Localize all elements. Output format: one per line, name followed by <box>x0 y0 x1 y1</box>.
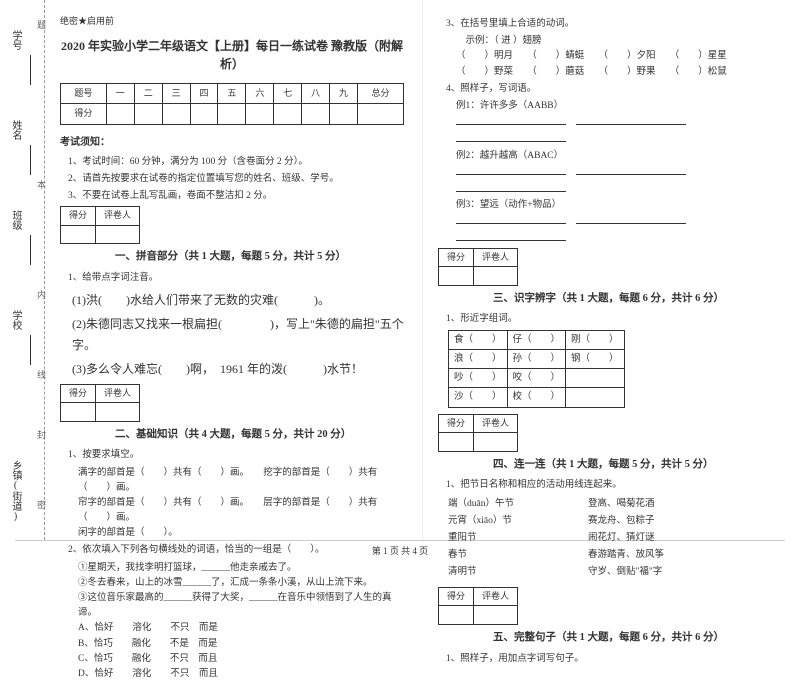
q-stem: 1、形近字组词。 <box>446 312 782 327</box>
notice-item: 1、考试时间：60 分钟，满分为 100 分（含卷面分 2 分）。 <box>68 155 404 170</box>
q4-stem: 4、照样子，写词语。 <box>446 82 782 97</box>
left-column: 绝密★启用前 2020 年实验小学二年级语文【上册】每日一练试卷 豫教版（附解析… <box>45 0 423 540</box>
notice-item: 2、请首先按要求在试卷的指定位置填写您的姓名、班级、学号。 <box>68 172 404 187</box>
q3-stem: 3、在括号里填上合适的动词。 <box>446 17 782 32</box>
side-char: 本 <box>35 180 48 189</box>
section-3-title: 三、识字辨字（共 1 大题，每题 6 分，共计 6 分） <box>438 291 782 307</box>
side-char: 题 <box>35 20 48 29</box>
score-table: 题号一二三四五六七八九总分 得分 <box>60 83 404 125</box>
exam-title: 2020 年实验小学二年级语文【上册】每日一练试卷 豫教版（附解析） <box>60 37 404 73</box>
q-stem: 1、按要求填空。 <box>68 448 404 463</box>
q-stem: 1、照样子，用加点字词写句子。 <box>446 652 782 667</box>
side-char: 内 <box>35 290 48 299</box>
q3-item: （ ）野菜 （ ）蘑菇 （ ）野果 （ ）松鼠 <box>456 65 782 80</box>
section-5-title: 五、完整句子（共 1 大题，每题 6 分，共计 6 分） <box>438 630 782 646</box>
section-2-title: 二、基础知识（共 4 大题，每题 5 分，共计 20 分） <box>60 427 404 443</box>
binding-margin: 题 学号 姓名 本 班级 内 学校 线 封 乡镇(街道) 密 <box>0 0 45 540</box>
margin-label-name: 姓名 <box>8 120 23 140</box>
scorer-box: 得分评卷人 <box>438 587 518 625</box>
margin-label-class: 班级 <box>8 210 23 230</box>
margin-label-school: 学校 <box>8 310 23 330</box>
right-column: 3、在括号里填上合适的动词。 示例：（ 进 ）翅膀 （ ）明月 （ ）蜻蜓 （ … <box>423 0 800 540</box>
option: C、恰巧 融化 不只 而且 <box>78 652 404 667</box>
q4-ex: 例1：许许多多（AABB） <box>456 99 782 114</box>
q1-stem: 1、给带点字词注音。 <box>68 271 404 286</box>
q4-ex: 例3：望远（动作+物品） <box>456 198 782 213</box>
match-columns: 端（duān）午节元宵（xiāo）节重阳节春节清明节 登高、喝菊花酒赛龙舟、包粽… <box>448 496 782 581</box>
confidential-label: 绝密★启用前 <box>60 15 404 29</box>
option: D、恰好 溶化 不只 而且 <box>78 667 404 682</box>
scorer-box: 得分评卷人 <box>438 414 518 452</box>
q-stem: 2、依次填入下列各句横线处的词语，恰当的一组是（ ）。 <box>68 543 404 558</box>
q-sub: ②冬去春来，山上的冰雪______了，汇成一条条小溪，从山上流下来。 <box>78 576 404 591</box>
scorer-box: 得分评卷人 <box>60 384 140 422</box>
q-sub: 帘字的部首是（ ）共有（ ）画。 层字的部首是（ ）共有（ ）画。 <box>78 496 404 526</box>
q1-item: (3)多么令人难忘( )啊， 1961 年的泼( )水节！ <box>72 359 404 379</box>
q3-example: 示例：（ 进 ）翅膀 <box>456 34 782 49</box>
q-sub: ③这位音乐家最高的______获得了大奖，______在音乐中领悟到了人生的真谛… <box>78 591 404 621</box>
section-4-title: 四、连一连（共 1 大题，每题 5 分，共计 5 分） <box>438 457 782 473</box>
notice-heading: 考试须知： <box>60 135 404 150</box>
q-sub: 闲字的部首是（ ）。 <box>78 526 404 541</box>
margin-label-id: 学号 <box>8 30 23 50</box>
notice-item: 3、不要在试卷上乱写乱画，卷面不整洁扣 2 分。 <box>68 189 404 204</box>
q-sub: ①星期天，我找李明打篮球，______他走亲戚去了。 <box>78 561 404 576</box>
q1-item: (1)洪( )水给人们带来了无数的灾难( )。 <box>72 290 404 310</box>
side-char: 封 <box>35 430 48 439</box>
q3-item: （ ）明月 （ ）蜻蜓 （ ）夕阳 （ ）星星 <box>456 49 782 64</box>
scorer-box: 得分评卷人 <box>438 248 518 286</box>
q1-item: (2)朱德同志又找来一根扁担( )，写上"朱德的扁担"五个字。 <box>72 314 404 355</box>
side-char: 密 <box>35 500 48 509</box>
q4-ex: 例2：越升越高（ABAC） <box>456 149 782 164</box>
side-char: 线 <box>35 370 48 379</box>
margin-label-town: 乡镇(街道) <box>8 460 23 522</box>
q-sub: 满字的部首是（ ）共有（ ）画。 挖字的部首是（ ）共有（ ）画。 <box>78 466 404 496</box>
option: B、恰巧 融化 不是 而是 <box>78 637 404 652</box>
option: A、恰好 溶化 不只 而是 <box>78 621 404 636</box>
char-table: 食（ ）仔（ ）刚（ ） 浪（ ）孙（ ）钢（ ） 吵（ ）咬（ ） 沙（ ）校… <box>448 330 625 408</box>
section-1-title: 一、拼音部分（共 1 大题，每题 5 分，共计 5 分） <box>60 249 404 265</box>
q-stem: 1、把节日名称和相应的活动用线连起来。 <box>446 478 782 493</box>
scorer-box: 得分评卷人 <box>60 206 140 244</box>
